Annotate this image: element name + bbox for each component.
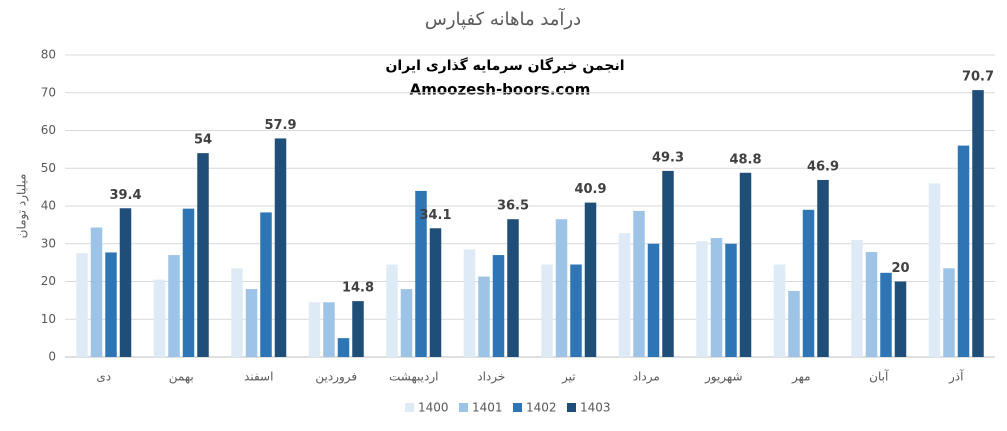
bar: [584, 202, 597, 357]
legend-label: 1400: [418, 401, 449, 415]
y-tick-label: 80: [41, 48, 56, 62]
bar: [802, 209, 815, 357]
bar: [865, 252, 878, 357]
bar: [76, 253, 88, 357]
legend-label: 1403: [580, 401, 611, 415]
bar: [618, 233, 631, 357]
bar: [696, 241, 708, 357]
data-label: 49.3: [652, 150, 684, 165]
y-tick-label: 60: [41, 123, 56, 137]
bar: [647, 243, 660, 357]
bar: [492, 255, 505, 357]
bar: [308, 302, 321, 357]
y-axis-label: میلیارد تومان: [15, 174, 30, 239]
y-tick-label: 70: [41, 85, 56, 99]
bar: [928, 183, 941, 357]
bar: [415, 190, 427, 357]
bar: [429, 228, 442, 357]
bar: [463, 249, 476, 357]
x-tick-label: آبان: [869, 369, 889, 384]
bar: [105, 252, 117, 357]
data-label: 36.5: [497, 199, 529, 214]
x-tick-label: مرداد: [633, 370, 660, 385]
data-label: 70.7: [962, 70, 994, 85]
bar: [943, 268, 955, 357]
legend-swatch: [405, 403, 414, 412]
x-tick-label: فروردین: [315, 370, 357, 385]
bar: [507, 219, 519, 357]
y-tick-label: 20: [41, 274, 56, 288]
x-tick-label: شهریور: [704, 370, 743, 385]
x-tick-label: مهر: [791, 370, 811, 385]
bar: [231, 268, 243, 357]
bar: [570, 264, 582, 357]
legend-swatch: [513, 403, 522, 412]
bar: [541, 264, 553, 357]
data-label: 48.8: [729, 152, 761, 167]
bar: [817, 179, 829, 357]
data-label: 54: [194, 133, 212, 148]
bar: [972, 90, 984, 358]
bar: [386, 264, 398, 357]
x-tick-label: دی: [96, 370, 111, 384]
bar: [245, 289, 258, 357]
bar: [119, 208, 132, 357]
data-label: 20: [891, 261, 909, 276]
annotation: Amoozesh-boors.com: [410, 81, 591, 99]
x-tick-label: آذر: [948, 369, 964, 385]
bar: [957, 145, 970, 357]
bar: [739, 172, 752, 357]
data-label: 34.1: [419, 208, 451, 223]
legend-label: 1401: [472, 401, 503, 415]
bar: [788, 290, 800, 357]
bar: [153, 279, 166, 357]
data-label: 57.9: [264, 118, 296, 133]
bar: [710, 238, 723, 357]
bar: [725, 243, 737, 357]
chart-title: درآمد ماهانه کفپارس: [425, 7, 581, 30]
data-label: 46.9: [807, 159, 839, 174]
x-tick-label: اسفند: [244, 370, 273, 384]
legend-label: 1402: [526, 401, 557, 415]
legend-swatch: [459, 403, 468, 412]
y-tick-label: 30: [41, 236, 56, 250]
y-tick-label: 40: [41, 199, 56, 213]
x-tick-label: تیر: [561, 370, 576, 385]
bar: [260, 212, 272, 357]
y-tick-label: 50: [41, 161, 56, 175]
bar: [323, 302, 335, 357]
x-tick-label: بهمن: [169, 370, 194, 385]
bar: [851, 239, 863, 357]
bar: [352, 301, 364, 357]
bar: [197, 153, 209, 357]
bar: [894, 281, 907, 357]
bar: [478, 276, 490, 357]
data-label: 14.8: [342, 281, 374, 296]
bar: [773, 264, 786, 357]
bar: [90, 227, 103, 357]
data-label: 40.9: [574, 182, 606, 197]
legend-swatch: [567, 403, 576, 412]
bar: [662, 170, 674, 357]
x-tick-label: اردیبهشت: [389, 370, 438, 385]
annotation: انجمن خبرگان سرمایه گذاری ایران: [385, 57, 624, 74]
bar: [400, 289, 413, 357]
bar: [168, 255, 180, 357]
bar: [555, 219, 568, 357]
bar: [880, 272, 892, 357]
bar: [337, 338, 350, 357]
bar: [274, 138, 287, 357]
y-tick-label: 10: [41, 312, 56, 326]
bar: [633, 210, 645, 357]
bar: [182, 208, 195, 357]
x-tick-label: خرداد: [477, 370, 505, 385]
y-tick-label: 0: [48, 350, 56, 364]
data-label: 39.4: [109, 188, 141, 203]
